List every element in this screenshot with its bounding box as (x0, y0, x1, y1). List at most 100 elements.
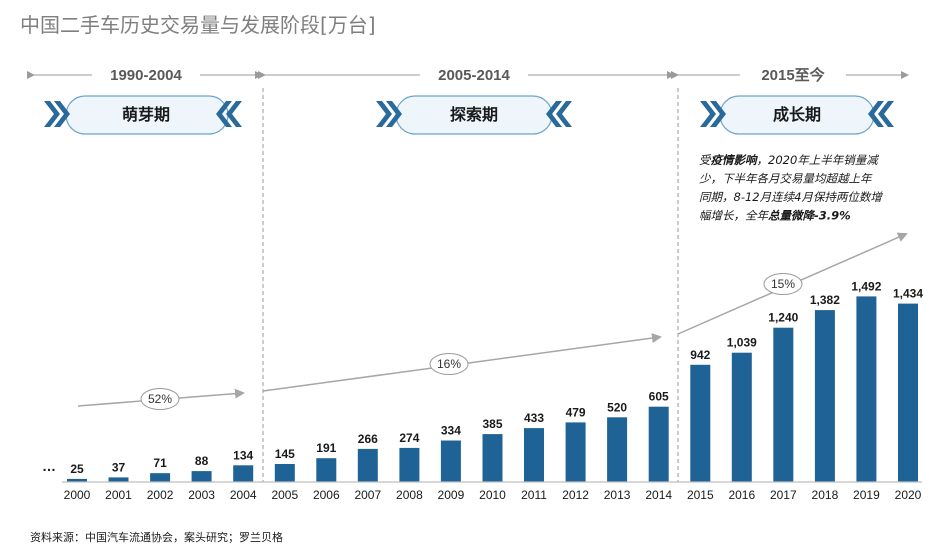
note-line: 少，下半年各月交易量均超越上年 (699, 172, 873, 186)
bar-2020 (898, 303, 918, 482)
note-line: 幅增长，全年总量微降-3.9% (699, 209, 851, 223)
value-label-2003: 88 (195, 454, 209, 468)
bar-2011 (524, 428, 544, 482)
growth-rate-badge-1: 52% (140, 388, 180, 410)
bar-2002 (150, 473, 171, 482)
value-label-2005: 145 (275, 447, 295, 461)
bar-2005 (274, 464, 295, 482)
value-label-2015: 942 (690, 348, 710, 362)
chevron-left-icon (868, 101, 894, 127)
bar-2012 (565, 422, 586, 482)
value-label-2002: 71 (153, 456, 167, 470)
value-label-2006: 191 (316, 441, 336, 455)
note-segment: 幅增长，全年 (699, 209, 769, 223)
growth-rate-label: 52% (148, 392, 172, 406)
bar-2018 (814, 310, 835, 482)
value-label-2017: 1,240 (768, 311, 798, 325)
stage-pill-1: 萌芽期 (44, 95, 242, 135)
chart-title: 中国二手车历史交易量与发展阶段[万台] (20, 13, 376, 37)
tick-label-2007: 2007 (354, 488, 381, 502)
bar-2006 (316, 458, 337, 482)
note-segment: 同期，8-12月连续4月保持两位数增 (699, 190, 883, 204)
chevron-left-icon (216, 101, 242, 127)
tick-label-2014: 2014 (645, 488, 672, 502)
leading-ellipsis: … (42, 458, 56, 474)
bar-2009 (440, 440, 461, 482)
tick-label-2016: 2016 (728, 488, 755, 502)
source-note: 资料来源：中国汽车流通协会，案头研究；罗兰贝格 (30, 530, 283, 544)
bar-2004 (233, 465, 254, 482)
note-segment: 受 (699, 153, 712, 167)
bar-2014 (648, 406, 669, 482)
value-label-2010: 385 (482, 417, 502, 431)
growth-rate-label: 16% (437, 357, 461, 371)
bar-2001 (108, 477, 129, 482)
covid-note: 受疫情影响，2020年上半年销量减少，下半年各月交易量均超越上年同期，8-12月… (699, 153, 883, 223)
value-label-2013: 520 (607, 400, 627, 414)
bar-2007 (357, 448, 378, 482)
chevron-left-icon (546, 101, 572, 127)
chevron-right-icon (376, 101, 402, 127)
bar-2003 (191, 471, 212, 482)
note-emphasis: 总量微降-3.9% (768, 209, 851, 223)
value-label-2001: 37 (112, 460, 126, 474)
value-label-2007: 266 (358, 432, 378, 446)
bar-2010 (482, 434, 503, 482)
value-label-2000: 25 (70, 462, 84, 476)
stage-pill-3: 成长期 (700, 95, 894, 135)
note-segment: ，2020年上半年销量减 (757, 153, 880, 167)
bar-2016 (731, 352, 752, 482)
tick-label-2009: 2009 (438, 488, 465, 502)
value-label-2014: 605 (649, 390, 669, 404)
stage-label-sprout: 萌芽期 (122, 105, 170, 124)
stage-label-growth: 成长期 (773, 105, 821, 124)
tick-label-2011: 2011 (521, 488, 547, 502)
stage-label-explore: 探索期 (450, 105, 498, 124)
bar-2008 (399, 447, 420, 482)
bar-2017 (773, 327, 794, 482)
tick-label-2019: 2019 (853, 488, 880, 502)
tick-label-2002: 2002 (147, 488, 174, 502)
tick-label-2020: 2020 (895, 488, 922, 502)
tick-label-2012: 2012 (562, 488, 589, 502)
tick-label-2004: 2004 (230, 488, 257, 502)
value-labels: 25 37 71 88 134 145 191 266 274 334 385 433 479 520 60… (70, 279, 923, 476)
bar-series (67, 296, 918, 482)
tick-label-2017: 2017 (770, 488, 797, 502)
value-label-2019: 1,492 (851, 279, 881, 293)
tick-label-2005: 2005 (271, 488, 298, 502)
chevron-right-icon (700, 101, 726, 127)
tick-label-2006: 2006 (313, 488, 340, 502)
bar-2015 (690, 364, 711, 482)
value-label-2012: 479 (566, 405, 586, 419)
note-line: 受疫情影响，2020年上半年销量减 (699, 153, 879, 167)
value-label-2008: 274 (399, 431, 419, 445)
x-axis-tick-labels: 2000 2001 2002 2003 2004 2005 2006 2007 2008 2009… (64, 488, 922, 502)
value-label-2016: 1,039 (727, 336, 757, 350)
value-label-2018: 1,382 (810, 293, 840, 307)
bar-2019 (856, 296, 877, 482)
tick-label-2000: 2000 (64, 488, 91, 502)
tick-label-2001: 2001 (105, 488, 132, 502)
tick-label-2003: 2003 (188, 488, 215, 502)
era-span-2: 2005-2014 (258, 67, 675, 84)
value-label-2020: 1,434 (893, 287, 923, 301)
note-segment: 少，下半年各月交易量均超越上年 (699, 172, 873, 186)
note-line: 同期，8-12月连续4月保持两位数增 (699, 190, 883, 204)
tick-label-2008: 2008 (396, 488, 423, 502)
era-label-1990-2004: 1990-2004 (110, 67, 182, 84)
value-label-2004: 134 (233, 448, 253, 462)
stage-pill-2: 探索期 (376, 95, 572, 135)
chevron-right-icon (44, 101, 70, 127)
tick-label-2013: 2013 (604, 488, 631, 502)
value-label-2009: 334 (441, 424, 461, 438)
era-label-2015-present: 2015至今 (761, 66, 824, 84)
bar-2000 (67, 478, 87, 482)
era-label-2005-2014: 2005-2014 (438, 67, 510, 84)
era-span-1: 1990-2004 (27, 67, 263, 84)
growth-rate-label: 15% (771, 277, 795, 291)
value-label-2011: 433 (524, 411, 544, 425)
growth-rate-badge-2: 16% (429, 353, 469, 375)
tick-label-2018: 2018 (812, 488, 839, 502)
